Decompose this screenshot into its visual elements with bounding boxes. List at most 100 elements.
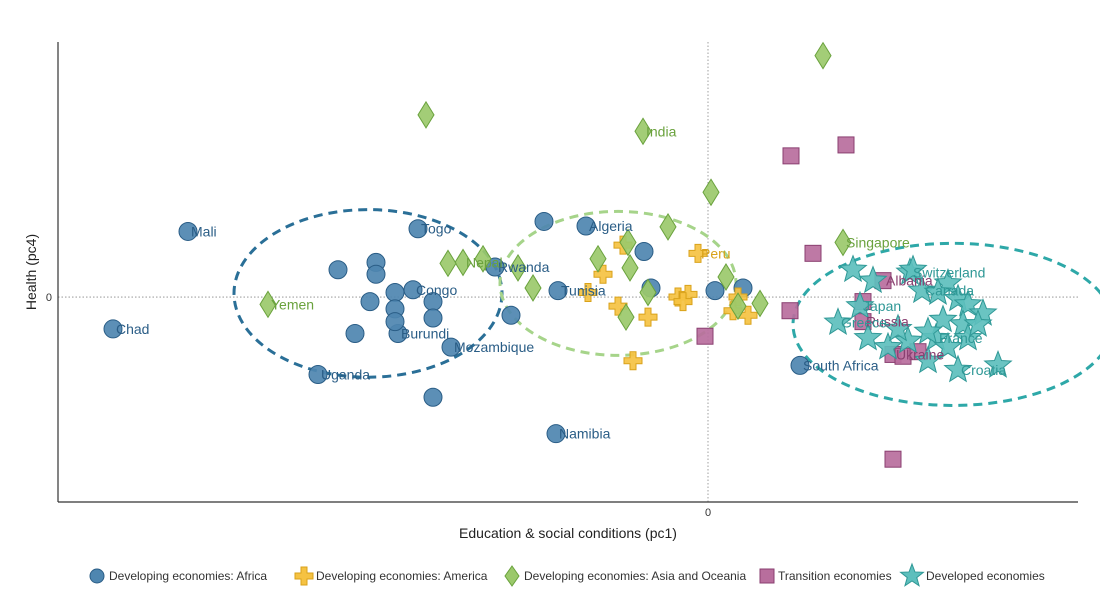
transition-point <box>804 244 822 262</box>
legend-item-transition: Transition economies <box>759 568 892 584</box>
asia-oceania-point <box>524 273 542 302</box>
point-label: Greece <box>841 315 887 331</box>
transition-point <box>837 136 855 154</box>
legend-label: Transition economies <box>778 569 892 583</box>
point-label: Nepal <box>466 254 503 270</box>
developed-point <box>983 349 1013 378</box>
point-label: Mozambique <box>454 339 534 355</box>
point-label: France <box>939 330 983 346</box>
x-axis-title: Education & social conditions (pc1) <box>459 525 677 541</box>
asia-oceania-point <box>751 289 769 318</box>
asia-oceania-point <box>639 278 657 307</box>
america-point <box>593 264 613 284</box>
asia-oceania-point <box>454 248 472 277</box>
legend: Developing economies: Africa Developing … <box>89 562 1045 587</box>
developed-point <box>823 307 853 336</box>
asia-oceania-point <box>702 178 720 207</box>
point-label: Canada <box>925 283 974 299</box>
africa-point <box>546 424 566 444</box>
america-point <box>673 292 693 312</box>
legend-circle-marker <box>89 568 105 584</box>
developed-point <box>845 290 875 319</box>
point-label: Uganda <box>321 366 370 382</box>
africa-point <box>705 281 725 301</box>
developed-point <box>933 331 963 360</box>
point-label: Algeria <box>589 218 633 234</box>
asia-oceania-point <box>617 303 635 332</box>
point-label: Mali <box>191 223 217 239</box>
asia-oceania-point <box>729 292 747 321</box>
developed-point <box>943 354 973 383</box>
developed-point <box>953 322 983 351</box>
developed-point <box>963 308 993 337</box>
axes: 0 0 Education & social conditions (pc1) … <box>23 42 1078 541</box>
africa-point <box>178 221 198 241</box>
point-label: Burundi <box>401 325 449 341</box>
legend-item-america: Developing economies: America <box>294 566 488 586</box>
developed-point <box>873 331 903 360</box>
legend-label: Developing economies: Asia and Oceania <box>524 569 746 583</box>
point-label: Rwanda <box>498 259 550 275</box>
africa-point <box>366 264 386 284</box>
asia-oceania-point <box>474 244 492 273</box>
developed-point <box>907 275 937 304</box>
point-label: India <box>646 123 677 139</box>
developed-point <box>883 313 913 342</box>
developed-point <box>838 254 868 283</box>
developed-point <box>898 254 928 283</box>
africa-point <box>441 337 461 357</box>
legend-square-marker <box>759 568 775 584</box>
africa-point <box>548 281 568 301</box>
developed-point <box>853 322 883 351</box>
africa-point <box>423 308 443 328</box>
africa-point <box>385 282 405 302</box>
point-label: Namibia <box>559 426 611 442</box>
america-point <box>688 243 708 263</box>
data-points <box>103 41 1013 468</box>
asia-oceania-point <box>634 117 652 146</box>
africa-point <box>501 305 521 325</box>
africa-point <box>385 312 405 332</box>
transition-point <box>782 147 800 165</box>
point-label: South Africa <box>803 357 879 373</box>
asia-oceania-point <box>417 100 435 129</box>
point-label: Japan <box>863 298 901 314</box>
legend-item-developed: Developed economies <box>899 562 1045 587</box>
point-label: Peru <box>701 245 731 261</box>
point-label: Tunisia <box>561 283 606 299</box>
asia-oceania-point <box>439 249 457 278</box>
y-tick-label: 0 <box>46 292 52 304</box>
asia-oceania-point <box>621 253 639 282</box>
africa-point <box>790 355 810 375</box>
legend-diamond-marker <box>504 565 520 587</box>
africa-point <box>103 319 123 339</box>
legend-label: Developing economies: America <box>316 569 488 583</box>
asia-oceania-point <box>834 228 852 257</box>
legend-label: Developed economies <box>926 569 1045 583</box>
africa-point <box>408 219 428 239</box>
africa-point <box>576 216 596 236</box>
point-label: Russia <box>866 314 909 330</box>
point-label: Ukraine <box>896 346 944 362</box>
legend-label: Developing economies: Africa <box>109 569 267 583</box>
developed-point <box>913 345 943 374</box>
legend-cross-marker <box>294 566 314 586</box>
asia-oceania-point <box>589 244 607 273</box>
point-label: Switzerland <box>913 264 985 280</box>
asia-oceania-point <box>717 263 735 291</box>
developed-point <box>953 288 983 317</box>
legend-item-asia-oceania: Developing economies: Asia and Oceania <box>504 565 746 587</box>
transition-point <box>781 302 799 320</box>
y-axis-title: Health (pc4) <box>23 234 39 310</box>
america-point <box>623 351 643 371</box>
africa-point <box>534 211 554 231</box>
developed-point <box>913 316 943 345</box>
developed-point <box>928 304 958 333</box>
africa-point <box>345 323 365 343</box>
asia-oceania-point <box>814 41 832 70</box>
africa-point <box>328 260 348 280</box>
legend-star-marker <box>899 562 925 587</box>
point-label: Yemen <box>271 296 314 312</box>
point-label: Singapore <box>846 234 910 250</box>
